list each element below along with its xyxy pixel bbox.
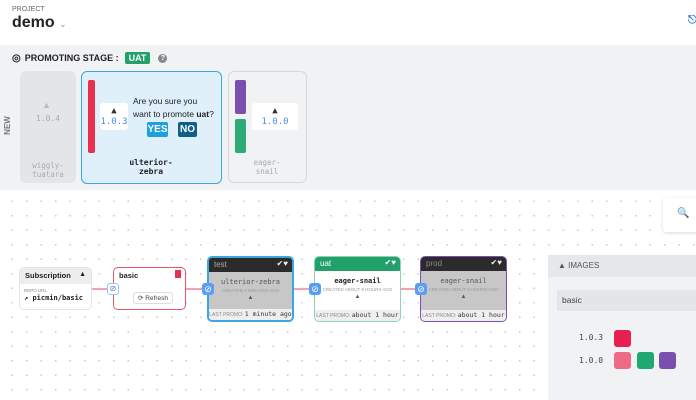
stage-color-bar <box>235 119 246 153</box>
image-stage-swatch[interactable] <box>637 352 654 369</box>
image-stage-swatch[interactable] <box>659 352 676 369</box>
stage-badge: UAT <box>124 52 151 64</box>
header: PROJECT demo ⌄ ⎋ <box>0 0 696 45</box>
image-tag: 1.0.3 <box>579 333 604 342</box>
yes-button[interactable]: YES <box>147 122 168 137</box>
promote-connector-icon[interactable]: ⊘ <box>202 283 214 295</box>
stage-color-bar <box>88 80 95 153</box>
image-stage-swatch[interactable] <box>614 330 631 347</box>
stage-name: uat <box>320 259 332 268</box>
stage-created: CREATED 3 MINUTES AGO <box>221 288 280 293</box>
freight-name: eager- snail <box>253 158 281 176</box>
repo-url-label: REPO URL <box>24 288 48 293</box>
edge <box>401 288 420 290</box>
promotion-panel: ◎ PROMOTING STAGE : UAT ? NEW ▲ 1.0.4 wi… <box>0 45 696 190</box>
stage-created: CREATED ABOUT 8 HOURS AGO <box>428 287 499 292</box>
stage-node-test[interactable]: test ✔♥ ulterior-zebra CREATED 3 MINUTES … <box>207 256 294 322</box>
freight-card-ulterior-zebra[interactable]: ▲ 1.0.3 Are you sure you want to promote… <box>81 71 222 184</box>
warehouse-node[interactable]: basic ⟳ Refresh <box>113 267 186 310</box>
project-selector[interactable]: demo ⌄ <box>12 14 67 32</box>
freight-version-box: ▲ 1.0.0 <box>252 103 298 130</box>
chevron-down-icon: ⌄ <box>59 19 67 29</box>
subscription-node[interactable]: Subscription ▲ REPO URL ↗ picmin/basic <box>19 267 92 310</box>
edge <box>92 288 113 290</box>
image-stage-swatch[interactable] <box>614 352 631 369</box>
graph-icon[interactable]: ⎋ <box>688 14 696 26</box>
subscription-title: Subscription <box>25 271 71 280</box>
edge <box>186 288 207 290</box>
project-name: demo <box>12 14 55 31</box>
question-icon[interactable]: ? <box>158 53 168 63</box>
stage-node-uat[interactable]: uat ✔♥ eager-snail CREATED ABOUT 8 HOURS … <box>314 256 401 322</box>
edge <box>294 288 314 290</box>
docker-icon: ▲ <box>558 261 566 270</box>
warehouse-title: basic <box>119 271 139 280</box>
freight-card-eager-snail[interactable]: ▲ 1.0.0 eager- snail <box>228 71 307 183</box>
status-icons: ✔♥ <box>490 258 502 267</box>
stage-color-bar <box>235 80 246 114</box>
status-icons: ✔♥ <box>384 258 396 267</box>
docker-icon: ▲ <box>354 294 361 300</box>
refresh-button[interactable]: ⟳ Refresh <box>133 292 174 304</box>
docker-icon: ▲ <box>272 106 278 116</box>
zoom-button[interactable]: 🔍 <box>663 198 696 232</box>
image-repo[interactable]: basic <box>557 290 696 311</box>
last-promo: LAST PROMO: 1 minute ago <box>209 309 292 320</box>
promote-connector-icon[interactable]: ⊘ <box>309 283 321 295</box>
new-label: NEW <box>2 116 12 135</box>
freight-name: wiggly- tuatara <box>32 161 64 179</box>
graph-canvas[interactable]: 🔍 Subscription ▲ REPO URL ↗ picmin/basic… <box>0 190 696 400</box>
docker-icon: ▲ <box>460 294 467 300</box>
stage-freight: eager-snail <box>334 277 381 285</box>
confirm-text: Are you sure you want to promote uat? <box>133 95 214 121</box>
stage-name: test <box>214 260 227 269</box>
stage-created: CREATED ABOUT 8 HOURS AGO <box>322 287 393 292</box>
freight-version-box: ▲ 1.0.3 <box>100 103 128 130</box>
freight-name: ulterior- zebra <box>129 158 173 176</box>
stage-freight: eager-snail <box>440 277 487 285</box>
confirm-line-2: want to promote uat? <box>133 109 214 119</box>
images-header: ▲ IMAGES <box>548 255 696 277</box>
docker-icon: ▲ <box>42 100 51 110</box>
zoom-out-icon: 🔍 <box>677 208 690 219</box>
promoting-title: PROMOTING STAGE : <box>24 53 119 63</box>
confirm-line-1: Are you sure you <box>133 96 198 106</box>
image-tag: 1.0.0 <box>579 356 604 365</box>
docker-icon: ▲ <box>247 295 254 301</box>
freight-version: 1.0.0 <box>261 117 289 127</box>
repo-link[interactable]: ↗ picmin/basic <box>24 294 84 302</box>
stage-node-prod[interactable]: prod ✔♥ eager-snail CREATED ABOUT 8 HOURS… <box>420 256 507 322</box>
freight-version: 1.0.3 <box>100 117 128 127</box>
promote-connector-icon[interactable]: ⊘ <box>415 283 427 295</box>
images-panel: ▲ IMAGES basic 1.0.3 1.0.0 <box>548 255 696 400</box>
project-label: PROJECT <box>12 6 45 13</box>
last-promo: LAST PROMO: about 1 hour ago <box>421 310 506 321</box>
bookmark-icon <box>175 270 181 278</box>
last-promo: LAST PROMO: about 1 hour ago <box>315 310 400 321</box>
no-button[interactable]: NO <box>178 122 197 137</box>
docker-icon: ▲ <box>79 271 86 278</box>
target-icon: ◎ <box>12 52 21 64</box>
stage-name: prod <box>426 259 443 268</box>
stage-freight: ulterior-zebra <box>220 278 280 286</box>
docker-icon: ▲ <box>111 106 117 116</box>
warehouse-connector-icon[interactable]: ⊘ <box>107 283 119 295</box>
status-icons: ✔♥ <box>276 259 288 268</box>
freight-card-wiggly-tuatara[interactable]: ▲ 1.0.4 wiggly- tuatara <box>20 71 76 183</box>
freight-version: 1.0.4 <box>35 114 61 123</box>
